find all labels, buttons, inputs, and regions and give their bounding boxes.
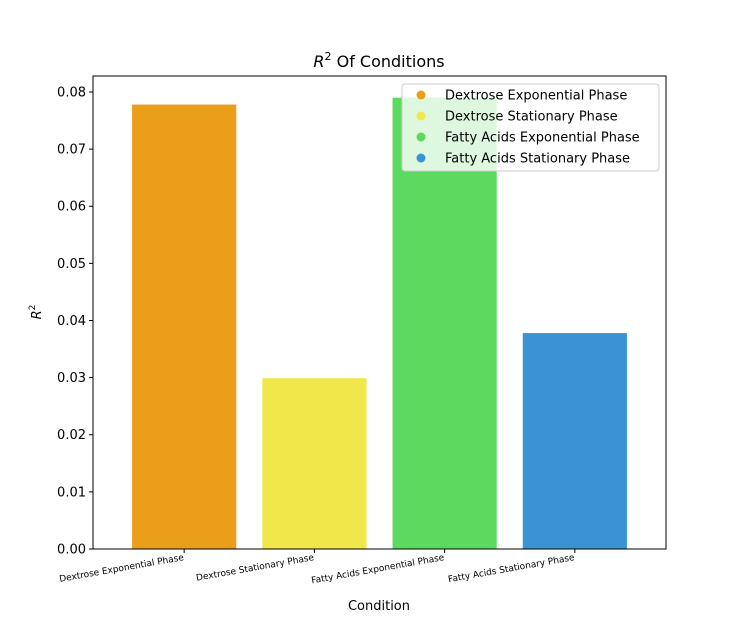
- y-tick-label: 0.02: [57, 428, 86, 443]
- y-axis-label-sup: 2: [28, 305, 38, 311]
- legend-marker: [416, 153, 426, 163]
- legend: Dextrose Exponential Phase Dextrose Stati…: [401, 83, 660, 172]
- y-tick-label: 0.03: [57, 371, 86, 386]
- x-tick-label: Dextrose Exponential Phase: [59, 553, 185, 585]
- x-axis: Dextrose Exponential Phase Dextrose Stati…: [59, 549, 576, 586]
- plot-frame: [92, 75, 667, 550]
- legend-label: Dextrose Stationary Phase: [445, 110, 618, 125]
- y-tick-label: 0.06: [57, 200, 86, 215]
- bar: [132, 104, 237, 549]
- y-tick-label: 0.01: [57, 485, 86, 500]
- legend-marker: [416, 111, 426, 121]
- chart-title: R2 Of Conditions: [313, 50, 444, 71]
- x-tick-label: Dextrose Stationary Phase: [195, 553, 315, 584]
- legend-marker: [416, 90, 426, 100]
- legend-marker: [416, 132, 426, 142]
- x-tick-label: Fatty Acids Exponential Phase: [311, 553, 446, 586]
- x-axis-label: Condition: [348, 599, 410, 614]
- legend-label: Fatty Acids Stationary Phase: [445, 152, 630, 167]
- y-tick-label: 0.08: [57, 85, 86, 100]
- y-axis: 0.00 0.01 0.02 0.03 0.04 0.05 0.06 0.07 0.08: [57, 85, 93, 558]
- y-axis-label-base: R: [30, 310, 45, 319]
- bar: [392, 97, 497, 549]
- bars-group: [132, 97, 627, 549]
- y-tick-label: 0.05: [57, 257, 86, 272]
- bar: [262, 378, 367, 549]
- chart-title-sup: 2: [325, 50, 332, 63]
- y-tick-label: 0.07: [57, 143, 86, 158]
- y-axis-label: R2: [28, 305, 45, 320]
- legend-box: [401, 83, 660, 172]
- y-tick-label: 0.00: [57, 543, 86, 558]
- chart-title-base: R: [313, 52, 324, 71]
- y-tick-label: 0.04: [57, 314, 86, 329]
- legend-label: Dextrose Exponential Phase: [445, 89, 627, 104]
- bar: [522, 333, 627, 549]
- x-tick-label: Fatty Acids Stationary Phase: [447, 553, 575, 585]
- legend-label: Fatty Acids Exponential Phase: [445, 131, 640, 146]
- chart-title-rest: Of Conditions: [332, 52, 445, 71]
